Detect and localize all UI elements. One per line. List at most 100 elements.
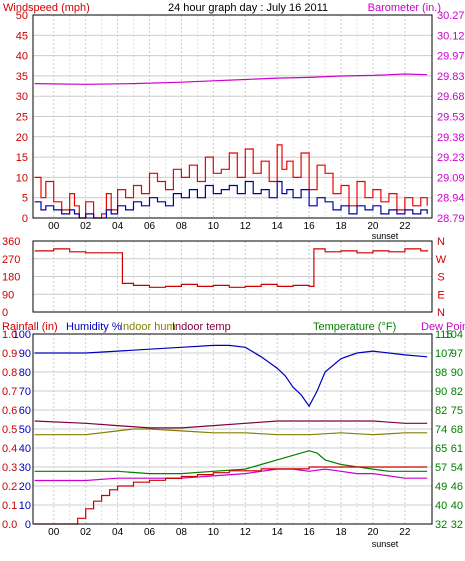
panel3-xtick-18: 18 [335, 527, 347, 538]
panel3-xtick-06: 06 [144, 527, 156, 538]
panel3-ytick-hum-6: 60 [19, 405, 31, 417]
panel3-ytick-temp-8: 98 [435, 367, 447, 379]
panel1-ytick-1: 5 [22, 193, 28, 205]
panel1-sunset-label: sunset [372, 231, 399, 241]
panel3-ytick-rain-9: 0.9 [2, 348, 17, 360]
panel3-sunset-label: sunset [372, 539, 399, 549]
panel3-ytick-far-2: 46 [451, 481, 463, 493]
panel3-xtick-08: 08 [176, 527, 188, 538]
panel3-ytick-rain-8: 0.8 [2, 367, 17, 379]
panel1-ytick-right-8: 29.97 [437, 51, 465, 63]
panel3-ytick-hum-1: 10 [19, 500, 31, 512]
series-indoor_temp [34, 420, 428, 429]
panel3-ytick-hum-10: 100 [13, 329, 31, 341]
panel3-ytick-hum-5: 50 [19, 424, 31, 436]
panel3-ytick-far-3: 54 [451, 462, 463, 474]
panel3-ytick-rain-1: 0.1 [2, 500, 17, 512]
panel3-ytick-temp-1: 40 [435, 500, 447, 512]
panel1-xtick-22: 22 [399, 221, 411, 232]
panel3-xtick-02: 02 [80, 527, 92, 538]
panel3-ytick-rain-3: 0.3 [2, 462, 17, 474]
panel1-ytick-4: 20 [16, 132, 28, 144]
panel1-ytick-right-0: 28.79 [437, 213, 465, 225]
panel1-xtick-14: 14 [272, 221, 284, 232]
panel1-ytick-right-2: 29.09 [437, 172, 465, 184]
panel1-ytick-2: 10 [16, 172, 28, 184]
panel3-xtick-20: 20 [367, 527, 379, 538]
legend-dew-point: Dew Point [421, 321, 465, 333]
panel1-xtick-06: 06 [144, 221, 156, 232]
panel3-ytick-temp-5: 74 [435, 424, 447, 436]
panel1-xtick-18: 18 [335, 221, 347, 232]
panel3-xtick-00: 00 [48, 527, 60, 538]
panel3-ytick-temp-3: 57 [435, 462, 447, 474]
panel3-ytick-hum-8: 80 [19, 367, 31, 379]
panel3-ytick-hum-4: 40 [19, 443, 31, 455]
panel1-ytick-right-9: 30.12 [437, 30, 465, 42]
panel3-ytick-far-1: 40 [451, 500, 463, 512]
panel3-ytick-hum-3: 30 [19, 462, 31, 474]
panel3-ytick-rain-7: 0.7 [2, 386, 17, 398]
panel1-ytick-right-10: 30.27 [437, 10, 465, 22]
panel2-ytick-2: 180 [2, 272, 20, 284]
panel3-ytick-hum-7: 70 [19, 386, 31, 398]
panel1-xtick-12: 12 [240, 221, 252, 232]
panel3-ytick-hum-0: 0 [25, 519, 31, 531]
panel1-ylabel: Windspeed (mph) [3, 2, 90, 14]
panel3-ytick-far-0: 32 [451, 519, 463, 531]
panel2-ytick-3: 270 [2, 254, 20, 266]
panel2-compass-4: N [437, 236, 445, 248]
panel1-ytick-5: 25 [16, 112, 28, 124]
panel3-xtick-12: 12 [240, 527, 252, 538]
panel3-ytick-hum-9: 90 [19, 348, 31, 360]
series-temperature [34, 450, 428, 475]
series-barometer [34, 73, 428, 85]
chart-title: 24 hour graph day : July 16 2011 [168, 2, 328, 14]
panel1-xtick-04: 04 [112, 221, 124, 232]
panel1-ytick-8: 40 [16, 51, 28, 63]
panel1-ytick-6: 30 [16, 91, 28, 103]
series-indoor_hum [34, 428, 428, 436]
legend-temperature: Temperature (°F) [313, 321, 396, 333]
panel3-ytick-hum-2: 20 [19, 481, 31, 493]
panel1-ytick-right-6: 29.68 [437, 91, 465, 103]
panel3-xtick-16: 16 [304, 527, 316, 538]
legend-humidity: Humidity % [66, 321, 122, 333]
panel1-xtick-00: 00 [48, 221, 60, 232]
panel2-ytick-0: 0 [2, 307, 8, 319]
panel2-compass-2: S [437, 272, 444, 284]
panel3-ytick-temp-9: 107 [435, 348, 453, 360]
panel3-ytick-far-5: 68 [451, 424, 463, 436]
panel3-xtick-10: 10 [208, 527, 220, 538]
legend-indoor-temp: Indoor temp [172, 321, 231, 333]
panel2-compass-1: E [437, 289, 444, 301]
panel2-compass-0: N [437, 307, 445, 319]
panel3-ytick-far-8: 90 [451, 367, 463, 379]
panel3-ytick-far-6: 75 [451, 405, 463, 417]
panel1-ytick-9: 45 [16, 30, 28, 42]
panel3-ytick-rain-4: 0.4 [2, 443, 17, 455]
panel3-ytick-far-9: 97 [451, 348, 463, 360]
panel1-ytick-10: 50 [16, 10, 28, 22]
legend-indoor-hum: Indoor hum [120, 321, 176, 333]
panel3-ytick-temp-4: 65 [435, 443, 447, 455]
series-gust [34, 144, 428, 219]
panel1-ytick-3: 15 [16, 152, 28, 164]
panel1-xtick-02: 02 [80, 221, 92, 232]
panel3-ytick-rain-6: 0.6 [2, 405, 17, 417]
panel3-ytick-rain-2: 0.2 [2, 481, 17, 493]
series-rainfall [34, 466, 428, 525]
series-humidity [34, 344, 428, 408]
panel1-ytick-0: 0 [22, 213, 28, 225]
panel3-ytick-far-7: 82 [451, 386, 463, 398]
panel3-ytick-rain-5: 0.5 [2, 424, 17, 436]
panel3-ytick-temp-2: 49 [435, 481, 447, 493]
panel3-ytick-far-4: 61 [451, 443, 463, 455]
panel3-border [32, 333, 433, 525]
panel2-ytick-4: 360 [2, 236, 20, 248]
panel1-xtick-08: 08 [176, 221, 188, 232]
panel3-ytick-temp-6: 82 [435, 405, 447, 417]
panel3-ytick-temp-10: 115 [435, 329, 453, 341]
